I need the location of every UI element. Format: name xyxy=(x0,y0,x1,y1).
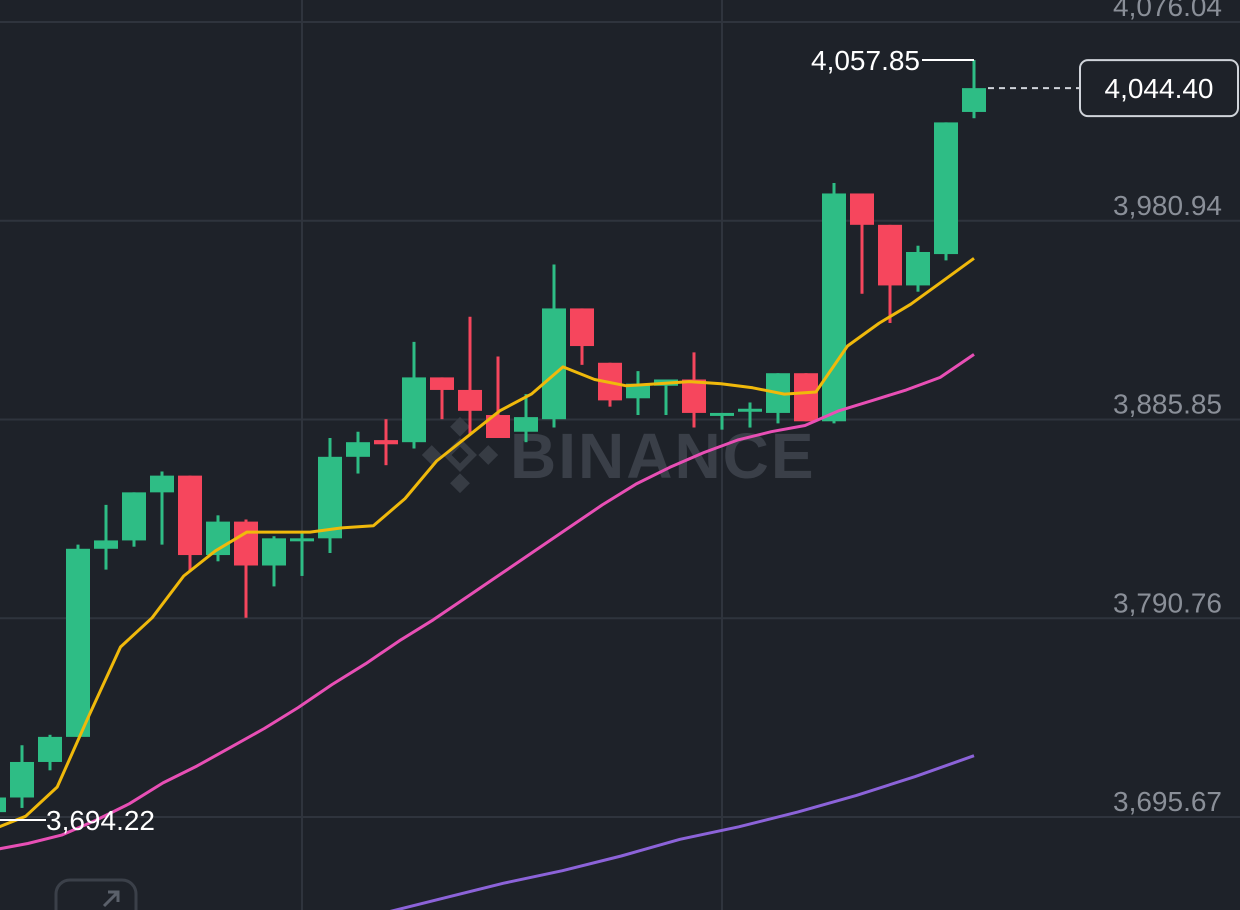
candle-up[interactable] xyxy=(738,402,762,428)
binance-watermark: BINANCE xyxy=(421,416,816,494)
candle-up[interactable] xyxy=(150,471,174,545)
candle-body xyxy=(290,538,314,542)
candle-up[interactable] xyxy=(514,394,538,443)
candle-up[interactable] xyxy=(710,412,734,430)
candle-body xyxy=(542,308,566,420)
candle-down[interactable] xyxy=(178,475,202,572)
expand-button[interactable] xyxy=(54,878,138,910)
candle-body xyxy=(94,540,118,549)
price-tick-label: 3,695.67 xyxy=(1113,786,1222,817)
moving-average-lines xyxy=(0,257,975,910)
candle-body xyxy=(10,761,34,798)
candle-down[interactable] xyxy=(458,316,482,434)
candle-down[interactable] xyxy=(486,356,510,439)
candle-body xyxy=(122,492,146,541)
candle-body xyxy=(374,440,398,445)
candle-up[interactable] xyxy=(38,734,62,771)
candle-down[interactable] xyxy=(430,377,454,420)
last-price-tag xyxy=(1079,59,1239,118)
candle-body xyxy=(962,88,986,112)
candle-body xyxy=(38,736,62,762)
candle-body xyxy=(934,122,958,255)
candle-down[interactable] xyxy=(682,352,706,428)
candle-body xyxy=(430,377,454,390)
candle-body xyxy=(822,193,846,422)
last-price-value: 4,044.40 xyxy=(1105,73,1214,104)
candle-body xyxy=(458,389,482,411)
candle-body xyxy=(626,383,650,399)
candle-up[interactable] xyxy=(402,341,426,449)
candle-down[interactable] xyxy=(374,419,398,466)
candle-up[interactable] xyxy=(934,122,958,261)
candle-body xyxy=(0,797,6,813)
candle-up[interactable] xyxy=(822,183,846,424)
candle-up[interactable] xyxy=(94,504,118,570)
candle-down[interactable] xyxy=(570,308,594,365)
price-annotations: 4,057.85 3,694.22 4,044.40 xyxy=(0,45,1239,836)
candle-body xyxy=(878,224,902,286)
high-price-label: 4,057.85 xyxy=(811,45,920,76)
ma-short-line xyxy=(0,257,975,829)
candle-up[interactable] xyxy=(290,532,314,576)
candle-body xyxy=(346,442,370,457)
candle-up[interactable] xyxy=(262,536,286,587)
candle-up[interactable] xyxy=(346,431,370,474)
candle-body xyxy=(234,521,258,566)
candle-up[interactable] xyxy=(962,60,986,119)
ma-long-line xyxy=(389,754,975,910)
candle-body xyxy=(262,538,286,566)
expand-arrow-icon xyxy=(102,890,120,908)
price-tick-label: 3,790.76 xyxy=(1113,587,1222,618)
candle-body xyxy=(794,373,818,422)
candle-body xyxy=(514,417,538,432)
candle-up[interactable] xyxy=(318,438,342,553)
candle-down[interactable] xyxy=(794,373,818,422)
candle-body xyxy=(66,548,90,737)
price-tick-label: 3,885.85 xyxy=(1113,389,1222,420)
candle-up[interactable] xyxy=(122,492,146,547)
price-tick-label: 3,980.94 xyxy=(1113,190,1222,221)
price-tick-label: 4,076.04 xyxy=(1113,0,1222,22)
candle-body xyxy=(906,251,930,286)
candles xyxy=(0,60,986,824)
candle-body xyxy=(150,475,174,493)
ma-mid-line xyxy=(0,353,975,851)
candle-up[interactable] xyxy=(10,745,34,808)
candle-up[interactable] xyxy=(66,544,90,737)
candle-body xyxy=(850,193,874,225)
candle-body xyxy=(318,456,342,539)
candle-up[interactable] xyxy=(0,793,6,824)
candle-body xyxy=(682,379,706,413)
low-price-label: 3,694.22 xyxy=(46,805,155,836)
candle-down[interactable] xyxy=(234,519,258,618)
candle-up[interactable] xyxy=(906,245,930,292)
candle-body xyxy=(402,377,426,443)
price-axis[interactable]: 4,076.04 3,980.94 3,885.85 3,790.76 3,695.67 xyxy=(1113,0,1222,817)
candle-body xyxy=(710,412,734,416)
candle-body xyxy=(178,475,202,556)
candle-body xyxy=(570,308,594,347)
candle-up[interactable] xyxy=(626,371,650,416)
candle-down[interactable] xyxy=(878,224,902,324)
candle-body xyxy=(738,408,762,412)
candle-up[interactable] xyxy=(542,264,566,428)
candle-body xyxy=(486,415,510,439)
candle-down[interactable] xyxy=(850,193,874,294)
watermark-text: BINANCE xyxy=(510,420,816,492)
